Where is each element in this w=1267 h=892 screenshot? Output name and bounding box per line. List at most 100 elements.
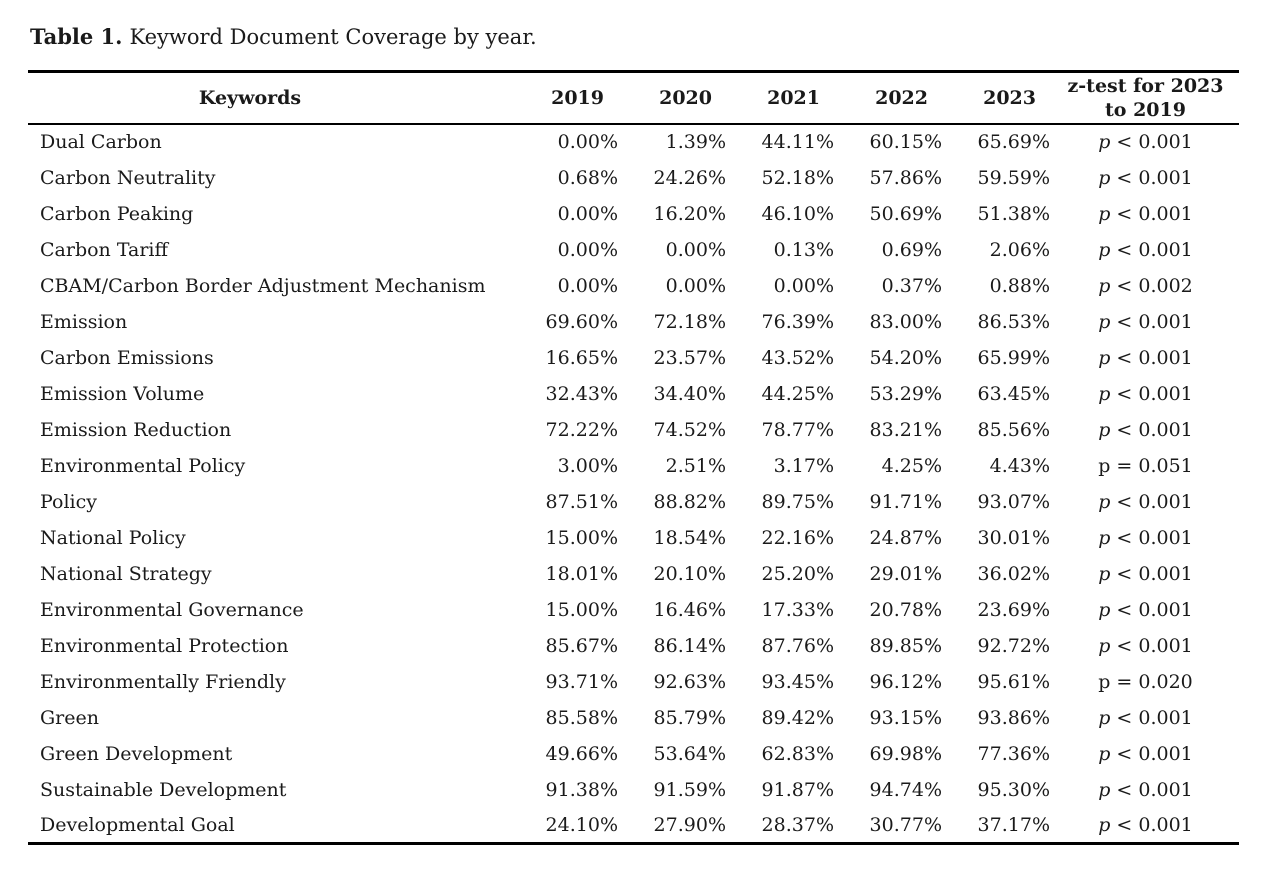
coverage-value-cell: 88.82% xyxy=(653,490,726,513)
p-symbol: p xyxy=(1098,670,1111,693)
table-row: Carbon Emissions 16.65% 23.57% 43.52% 54.20%… xyxy=(28,340,1239,376)
coverage-value-cell: 0.68% xyxy=(557,166,618,189)
coverage-value-cell: 16.46% xyxy=(653,598,726,621)
coverage-value-cell: 0.00% xyxy=(773,274,834,297)
table-row: Green Development 49.66% 53.64% 62.83% 69.98… xyxy=(28,736,1239,772)
keyword-cell: National Strategy xyxy=(40,562,212,585)
table-row: Sustainable Development 91.38% 91.59% 91.87… xyxy=(28,772,1239,808)
p-symbol: p xyxy=(1098,131,1111,153)
keyword-cell: Environmentally Friendly xyxy=(40,670,286,693)
ztest-cell: p < 0.001 xyxy=(1098,490,1193,513)
table-row: Emission Volume 32.43% 34.40% 44.25% 53.29% 6… xyxy=(28,376,1239,412)
keyword-cell: Carbon Tariff xyxy=(40,238,169,261)
ztest-cell: p < 0.001 xyxy=(1098,634,1193,657)
coverage-value-cell: 93.86% xyxy=(977,706,1050,729)
coverage-value-cell: 0.00% xyxy=(665,238,726,261)
coverage-value-cell: 20.10% xyxy=(653,562,726,585)
coverage-value-cell: 62.83% xyxy=(761,742,834,765)
coverage-value-cell: 23.57% xyxy=(653,346,726,369)
coverage-value-cell: 65.69% xyxy=(977,131,1050,153)
ztest-cell: p < 0.001 xyxy=(1098,202,1193,225)
coverage-value-cell: 72.22% xyxy=(545,418,618,441)
coverage-value-cell: 91.71% xyxy=(869,490,942,513)
table-caption-label: Table 1. xyxy=(30,24,123,49)
coverage-value-cell: 43.52% xyxy=(761,346,834,369)
coverage-value-cell: 53.64% xyxy=(653,742,726,765)
column-header-2019: 2019 xyxy=(551,86,604,109)
coverage-value-cell: 0.00% xyxy=(557,131,618,153)
ztest-header-line2: to 2019 xyxy=(1105,98,1186,121)
coverage-value-cell: 0.13% xyxy=(773,238,834,261)
ztest-cell: p < 0.001 xyxy=(1098,742,1193,765)
keyword-cell: Policy xyxy=(40,490,97,513)
column-header-ztest: z-test for 2023 to 2019 xyxy=(1052,72,1239,124)
coverage-value-cell: 32.43% xyxy=(545,382,618,405)
keyword-cell: Emission Volume xyxy=(40,382,205,405)
table-row: Policy 87.51% 88.82% 89.75% 91.71% 93.07% p < … xyxy=(28,484,1239,520)
p-symbol: p xyxy=(1098,454,1111,477)
table-row: Carbon Tariff 0.00% 0.00% 0.13% 0.69% 2.06% p … xyxy=(28,232,1239,268)
keyword-cell: National Policy xyxy=(40,526,186,549)
column-header-2021: 2021 xyxy=(767,86,820,109)
ztest-cell: p < 0.001 xyxy=(1098,131,1193,153)
coverage-value-cell: 2.06% xyxy=(989,238,1050,261)
ztest-header-line1: z-test for 2023 xyxy=(1067,74,1224,97)
table-caption: Table 1. Keyword Document Coverage by yea… xyxy=(30,24,537,49)
coverage-value-cell: 30.77% xyxy=(869,813,942,836)
p-symbol: p xyxy=(1098,813,1111,836)
coverage-value-cell: 0.88% xyxy=(989,274,1050,297)
coverage-value-cell: 96.12% xyxy=(869,670,942,693)
coverage-value-cell: 15.00% xyxy=(545,526,618,549)
coverage-value-cell: 94.74% xyxy=(869,778,942,801)
keyword-cell: Emission xyxy=(40,310,128,333)
coverage-value-cell: 1.39% xyxy=(665,131,726,153)
p-symbol: p xyxy=(1098,166,1111,189)
table-row: Environmentally Friendly 93.71% 92.63% 93.4… xyxy=(28,664,1239,700)
coverage-value-cell: 85.79% xyxy=(653,706,726,729)
p-symbol: p xyxy=(1098,742,1111,765)
coverage-value-cell: 18.54% xyxy=(653,526,726,549)
keyword-cell: Emission Reduction xyxy=(40,418,232,441)
ztest-cell: p < 0.001 xyxy=(1098,526,1193,549)
coverage-value-cell: 49.66% xyxy=(545,742,618,765)
coverage-value-cell: 85.56% xyxy=(977,418,1050,441)
p-symbol: p xyxy=(1098,238,1111,261)
header-row: Keywords 2019 2020 2021 2022 2023 z-test… xyxy=(28,72,1239,124)
keyword-cell: Green Development xyxy=(40,742,233,765)
coverage-value-cell: 63.45% xyxy=(977,382,1050,405)
coverage-value-cell: 44.11% xyxy=(761,131,834,153)
coverage-value-cell: 93.71% xyxy=(545,670,618,693)
coverage-value-cell: 92.63% xyxy=(653,670,726,693)
p-symbol: p xyxy=(1098,634,1111,657)
coverage-value-cell: 27.90% xyxy=(653,813,726,836)
p-symbol: p xyxy=(1098,778,1111,801)
coverage-value-cell: 0.00% xyxy=(557,238,618,261)
p-symbol: p xyxy=(1098,202,1111,225)
ztest-cell: p < 0.001 xyxy=(1098,346,1193,369)
keyword-cell: CBAM/Carbon Border Adjustment Mechanism xyxy=(40,274,486,297)
coverage-value-cell: 69.60% xyxy=(545,310,618,333)
keyword-cell: Carbon Peaking xyxy=(40,202,194,225)
coverage-value-cell: 17.33% xyxy=(761,598,834,621)
p-symbol: p xyxy=(1098,526,1111,549)
coverage-value-cell: 93.07% xyxy=(977,490,1050,513)
p-symbol: p xyxy=(1098,598,1111,621)
coverage-value-cell: 16.65% xyxy=(545,346,618,369)
coverage-value-cell: 37.17% xyxy=(977,813,1050,836)
keyword-cell: Green xyxy=(40,706,99,729)
coverage-value-cell: 24.26% xyxy=(653,166,726,189)
coverage-value-cell: 3.00% xyxy=(557,454,618,477)
keyword-cell: Developmental Goal xyxy=(40,813,235,836)
table-row: Environmental Protection 85.67% 86.14% 87.7… xyxy=(28,628,1239,664)
coverage-value-cell: 24.10% xyxy=(545,813,618,836)
coverage-value-cell: 87.76% xyxy=(761,634,834,657)
keyword-cell: Carbon Emissions xyxy=(40,346,214,369)
coverage-value-cell: 28.37% xyxy=(761,813,834,836)
coverage-value-cell: 53.29% xyxy=(869,382,942,405)
coverage-value-cell: 60.15% xyxy=(869,131,942,153)
table-row: Environmental Policy 3.00% 2.51% 3.17% 4.25%… xyxy=(28,448,1239,484)
coverage-value-cell: 30.01% xyxy=(977,526,1050,549)
coverage-value-cell: 24.87% xyxy=(869,526,942,549)
table-row: National Strategy 18.01% 20.10% 25.20% 29.01… xyxy=(28,556,1239,592)
coverage-value-cell: 29.01% xyxy=(869,562,942,585)
